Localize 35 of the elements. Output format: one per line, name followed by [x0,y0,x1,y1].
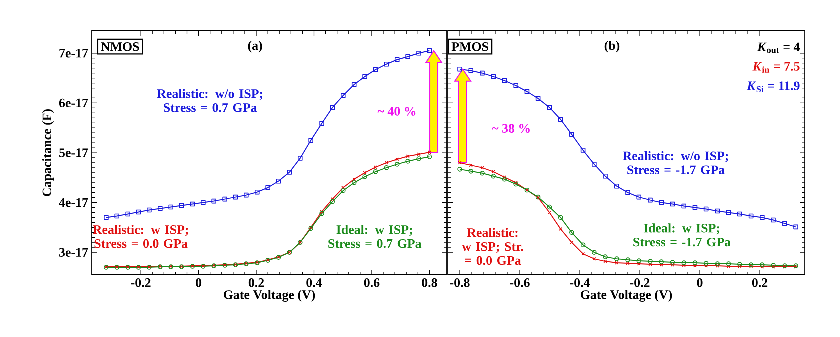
annotation: ~ 38 % [492,124,530,133]
annotation: NMOS [101,42,140,52]
x-tick-label: -0.4 [570,278,590,288]
y-tick-label: 7e-17 [60,49,88,58]
annotation: K$_{Si}$ = 11.9 [746,82,800,93]
x-axis-title: Gate Voltage (V) [224,290,316,302]
x-tick-label: -0.8 [450,278,470,288]
text: Realistic: w ISP; Str. = 0.0 GPa [462,228,524,266]
x-tick-label: 0.2 [248,278,264,288]
series-label: Realistic: w ISP; Stress = 0.0 GPa [93,225,188,248]
annotation: PMOS [452,42,488,52]
x-tick-label: -0.2 [131,278,151,288]
annotation: K$_{out}$ = 4 [757,42,800,54]
y-tick-label: 5e-17 [60,148,88,158]
y-axis-title: Capacitance (F) [42,110,54,196]
series-label: Realistic: w/o ISP; Stress = -1.7 GPa [622,151,728,175]
x-tick-label: -0.6 [510,278,530,288]
annotation: K$_{in}$ = 7.5 [752,62,800,73]
series-label: Ideal: w ISP; Stress = -1.7 GPa [634,224,731,247]
x-tick-label: 0.4 [306,278,322,288]
x-tick-label: 0.2 [752,278,768,288]
y-tick-label: 6e-17 [59,98,88,108]
annotation: ~ 40 % [378,107,416,116]
x-tick-label: 0.8 [422,278,438,288]
x-tick-label: 0 [697,278,703,288]
x-tick-label: -0.2 [630,278,650,288]
text: (b) [604,40,620,53]
x-axis-title: Gate Voltage (V) [580,290,672,302]
x-tick-label: 0.6 [364,278,380,288]
series-label: Ideal: w ISP; Stress = 0.7 GPa [328,225,422,248]
y-tick-label: 3e-17 [59,248,88,257]
text: Realistic: w/o ISP; Stress = 0.7 GPa [157,89,263,112]
y-tick-label: 4e-17 [59,198,88,208]
text: (a) [248,40,262,53]
x-tick-label: 0 [196,278,202,288]
